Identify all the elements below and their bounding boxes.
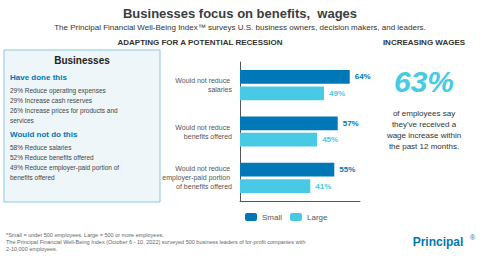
svg-text:wage increase within: wage increase within (386, 131, 461, 140)
svg-text:64%: 64% (355, 72, 371, 81)
svg-text:the past 12 months.: the past 12 months. (389, 142, 459, 151)
svg-text:45%: 45% (322, 135, 338, 144)
svg-text:Large: Large (307, 213, 328, 222)
svg-text:41%: 41% (315, 182, 331, 191)
svg-text:benefits offered: benefits offered (10, 174, 55, 181)
svg-text:52% Reduce benefits offered: 52% Reduce benefits offered (10, 154, 94, 161)
svg-text:29% Increase cash reserves: 29% Increase cash reserves (10, 97, 93, 104)
svg-text:of employees say: of employees say (393, 109, 455, 118)
svg-text:they've received a: they've received a (392, 120, 457, 129)
svg-text:Would not do this: Would not do this (10, 130, 78, 139)
svg-text:The Principal Financial Well-B: The Principal Financial Well-Being Index… (54, 23, 426, 32)
svg-text:®: ® (470, 234, 476, 241)
svg-text:Businesses: Businesses (54, 55, 110, 66)
svg-text:Have done this: Have done this (10, 73, 67, 82)
svg-text:57%: 57% (343, 119, 359, 128)
svg-text:Small: Small (262, 213, 282, 222)
svg-text:Would not reduce: Would not reduce (175, 165, 232, 172)
svg-text:Would not reduce: Would not reduce (175, 77, 232, 84)
svg-text:benefits offered: benefits offered (184, 133, 232, 140)
svg-text:Would not reduce: Would not reduce (175, 124, 232, 131)
svg-text:INCREASING WAGES: INCREASING WAGES (383, 38, 466, 47)
svg-text:salaries: salaries (208, 86, 233, 93)
svg-text:49%: 49% (329, 89, 345, 98)
svg-text:employer-paid portion: employer-paid portion (162, 174, 232, 182)
svg-text:49% Reduce employer-paid porti: 49% Reduce employer-paid portion of (10, 164, 121, 172)
svg-text:26% Increase prices for produc: 26% Increase prices for products and (10, 107, 119, 115)
svg-text:Principal: Principal (413, 235, 464, 249)
svg-text:The Principal Financial Well-B: The Principal Financial Well-Being Index… (6, 239, 307, 245)
svg-text:63%: 63% (394, 65, 454, 98)
svg-text:*Small = under 500 employees.: *Small = under 500 employees. Large = 50… (6, 232, 164, 238)
svg-text:55%: 55% (339, 165, 355, 174)
svg-text:Businesses focus on benefits,: Businesses focus on benefits, wages (123, 6, 357, 21)
svg-text:2-10,000 employees.: 2-10,000 employees. (6, 246, 58, 252)
svg-text:ADAPTING FOR A POTENTIAL RECES: ADAPTING FOR A POTENTIAL RECESSION (117, 38, 282, 47)
svg-text:services: services (10, 117, 35, 124)
svg-text:58% Reduce salaries: 58% Reduce salaries (10, 144, 72, 151)
svg-text:29% Reduce operating expenses: 29% Reduce operating expenses (10, 87, 107, 95)
svg-text:of benefits offered: of benefits offered (176, 183, 232, 190)
